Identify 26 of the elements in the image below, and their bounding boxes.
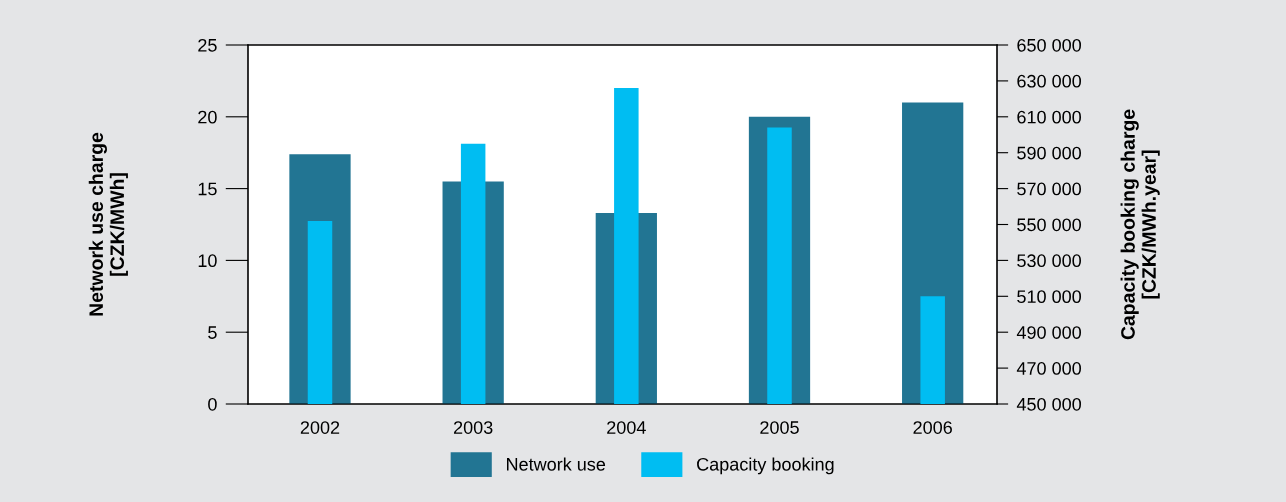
y-tick-label: 20 [198,110,217,124]
x-tick-label: 2006 [913,421,952,434]
y2-tick-label: 650 000 [1017,38,1081,52]
x-tick-label: 2004 [607,421,646,434]
y-tick-label: 0 [208,397,217,411]
y2-tick-label: 630 000 [1017,74,1081,88]
y-tick-label: 25 [198,38,217,52]
y2-tick-label: 470 000 [1016,362,1081,375]
y2-tick-label: 610 000 [1017,110,1081,124]
y2-tick-label: 590 000 [1017,146,1081,160]
y2-axis-title: Capacity booking charge [CZK/MWh.year] [1120,109,1160,340]
y2-tick-label: 550 000 [1017,218,1081,232]
y2-tick-label: 490 000 [1016,326,1081,339]
y-axis-title: Network use charge [CZK/MWh] [88,132,128,316]
y2-tick-label: 510 000 [1017,290,1081,304]
y-tick-label: 10 [198,254,217,268]
y2-tick-label: 530 000 [1017,254,1081,268]
x-tick-label: 2002 [300,421,340,434]
y-tick-label: 5 [208,326,217,339]
legend-label: Capacity booking [697,457,834,475]
legend-label: Network use [507,457,606,471]
x-tick-label: 2003 [453,421,493,434]
y2-tick-label: 450 000 [1016,397,1081,411]
y2-tick-label: 570 000 [1017,182,1081,196]
x-tick-label: 2005 [760,421,799,434]
y-tick-label: 15 [198,182,217,196]
